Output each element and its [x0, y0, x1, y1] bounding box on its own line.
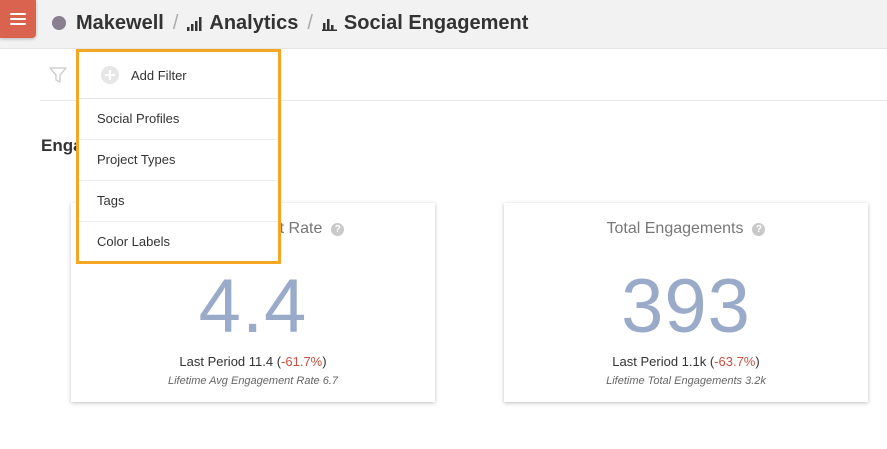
metric-value: 393	[621, 264, 751, 349]
lifetime-stat: Lifetime Avg Engagement Rate 6.7	[168, 375, 338, 387]
breadcrumb-separator: /	[307, 11, 313, 34]
breadcrumb-item-current: Social Engagement	[343, 11, 529, 34]
add-filter-dropdown: Add Filter Social Profiles Project Types…	[76, 49, 281, 264]
hamburger-menu-icon[interactable]	[0, 0, 36, 38]
breadcrumb: Makewell / Analytics / Social Engagement	[52, 10, 528, 36]
filter-option-social-profiles[interactable]: Social Profiles	[79, 99, 278, 140]
change-percent: -63.7%	[714, 354, 756, 369]
column-chart-icon	[321, 19, 337, 31]
add-circle-icon	[101, 66, 119, 84]
last-period: Last Period 1.1k (-63.7%)	[612, 354, 760, 369]
filter-option-tags[interactable]: Tags	[79, 181, 278, 222]
help-icon[interactable]: ?	[752, 223, 766, 236]
breadcrumb-item-org[interactable]: Makewell	[76, 11, 164, 34]
bar-chart-icon	[187, 17, 202, 31]
org-dot-icon	[52, 16, 66, 30]
add-filter-button[interactable]: Add Filter	[79, 52, 278, 99]
breadcrumb-separator: /	[172, 11, 179, 34]
help-icon[interactable]: ?	[331, 223, 345, 236]
lifetime-stat: Lifetime Total Engagements 3.2k	[606, 375, 766, 387]
filter-bar	[40, 50, 887, 101]
breadcrumb-item-analytics[interactable]: Analytics	[209, 11, 299, 34]
last-period: Last Period 11.4 (-61.7%)	[179, 354, 327, 369]
filter-funnel-icon[interactable]	[48, 65, 68, 85]
metric-value: 4.4	[198, 264, 308, 349]
filter-option-color-labels[interactable]: Color Labels	[97, 234, 170, 249]
add-filter-label: Add Filter	[131, 67, 187, 83]
filter-option-project-types[interactable]: Project Types	[79, 140, 278, 181]
card-title: Total Engagements?	[504, 220, 868, 238]
top-bar: Makewell / Analytics / Social Engagement	[0, 0, 887, 49]
total-engagements-card: Total Engagements? 393 Last Period 1.1k …	[504, 203, 868, 402]
change-percent: -61.7%	[281, 354, 323, 369]
